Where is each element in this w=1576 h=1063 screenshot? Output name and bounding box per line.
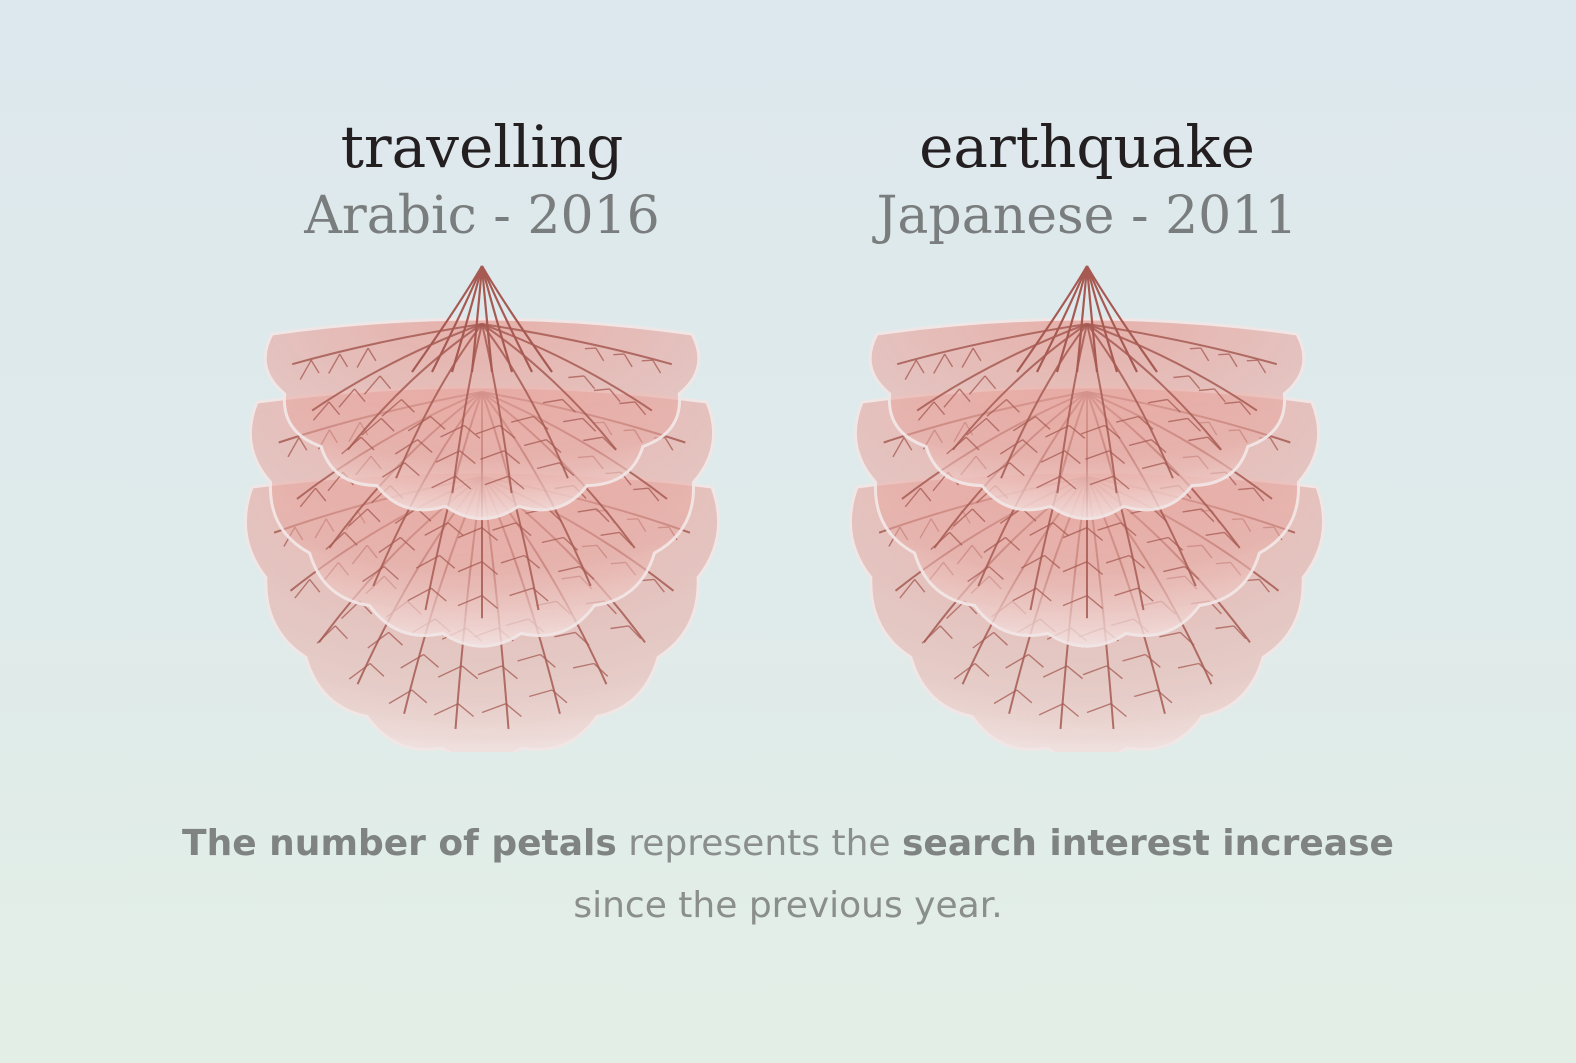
caption-text: represents the xyxy=(616,823,902,864)
caption-line-2: since the previous year. xyxy=(573,885,1003,926)
flower-language-year: Japanese - 2011 xyxy=(876,186,1298,246)
petal-flower-illustration xyxy=(243,265,721,752)
flower-word: earthquake xyxy=(919,113,1255,181)
petal-stem-bundle xyxy=(411,265,553,373)
petal-tier xyxy=(263,317,701,521)
caption-line-1: The number of petals represents the sear… xyxy=(88,822,1488,866)
petal-stem-bundle xyxy=(1016,265,1158,373)
caption-emphasis-petals: The number of petals xyxy=(182,823,617,864)
flower-word: travelling xyxy=(340,113,624,181)
petal-tier xyxy=(868,317,1306,521)
caption-emphasis-search-interest: search interest increase xyxy=(901,823,1394,864)
flower-panel-travelling: travelling Arabic - 2016 xyxy=(172,0,792,770)
flower-language-year: Arabic - 2016 xyxy=(304,186,660,246)
flower-panel-earthquake: earthquake Japanese - 2011 xyxy=(777,0,1397,770)
petal-flower-illustration xyxy=(848,265,1326,752)
